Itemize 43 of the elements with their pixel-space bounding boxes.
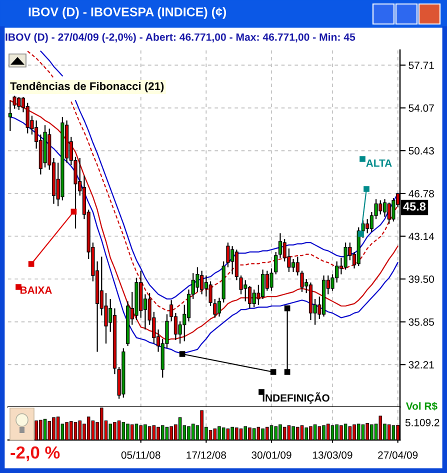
candlestick bbox=[252, 289, 256, 308]
y-tick-label: 46.78 bbox=[408, 190, 434, 198]
candlestick bbox=[300, 270, 304, 292]
candlestick bbox=[296, 256, 300, 276]
chart-subtitle: IBOV (D) - 27/04/09 (-2,0%) - Abert: 46.771,00 - Max: 46.771,00 - Min: 45 bbox=[6, 33, 356, 43]
candlestick bbox=[104, 292, 108, 344]
candlestick bbox=[239, 274, 243, 295]
candlestick bbox=[278, 232, 282, 258]
y-tick-label: 32.21 bbox=[408, 361, 434, 368]
text: 45.8 bbox=[403, 202, 426, 211]
annotation: ALTA bbox=[366, 160, 392, 167]
candlestick bbox=[226, 242, 230, 268]
candlestick bbox=[344, 242, 348, 270]
candlestick bbox=[392, 197, 396, 222]
candlestick bbox=[382, 198, 387, 218]
y-axis-title: Vol R$ bbox=[406, 402, 438, 410]
x-tick-label: 13/03/09 bbox=[313, 451, 352, 459]
candlestick bbox=[213, 298, 217, 318]
x-tick-label: 05/11/08 bbox=[121, 451, 160, 459]
candlestick bbox=[217, 297, 222, 318]
candlestick bbox=[378, 200, 382, 215]
candlestick bbox=[26, 102, 30, 134]
annotation: INDEFINIÇÃO bbox=[262, 392, 330, 404]
y-tick-label: 43.14 bbox=[408, 232, 434, 240]
y-tick-label: 54.07 bbox=[408, 104, 434, 112]
x-tick-label: 30/01/09 bbox=[252, 451, 292, 459]
y-tick-label: 39.50 bbox=[408, 275, 434, 283]
y-tick-label: 57.71 bbox=[408, 62, 434, 70]
candlestick bbox=[8, 100, 12, 132]
text: -2,0 % bbox=[10, 446, 60, 462]
annotation: Tendências de Fibonacci (21) bbox=[10, 82, 164, 92]
chart-title: IBOV (D) - IBOVESPA (INDICE) (¢) bbox=[28, 7, 226, 19]
candlestick bbox=[208, 280, 212, 307]
candlestick bbox=[274, 251, 278, 275]
y-tick-label: 35.85 bbox=[408, 318, 434, 326]
x-tick-label: 17/12/08 bbox=[186, 451, 226, 459]
text: 5.109.2 bbox=[405, 418, 440, 426]
candlestick bbox=[248, 285, 252, 309]
annotation: BAIXA bbox=[20, 286, 52, 294]
x-tick-label: 27/04/09 bbox=[378, 451, 418, 459]
y-tick-label: 50.43 bbox=[408, 147, 434, 155]
candlestick bbox=[196, 266, 200, 292]
candlestick bbox=[270, 268, 274, 292]
